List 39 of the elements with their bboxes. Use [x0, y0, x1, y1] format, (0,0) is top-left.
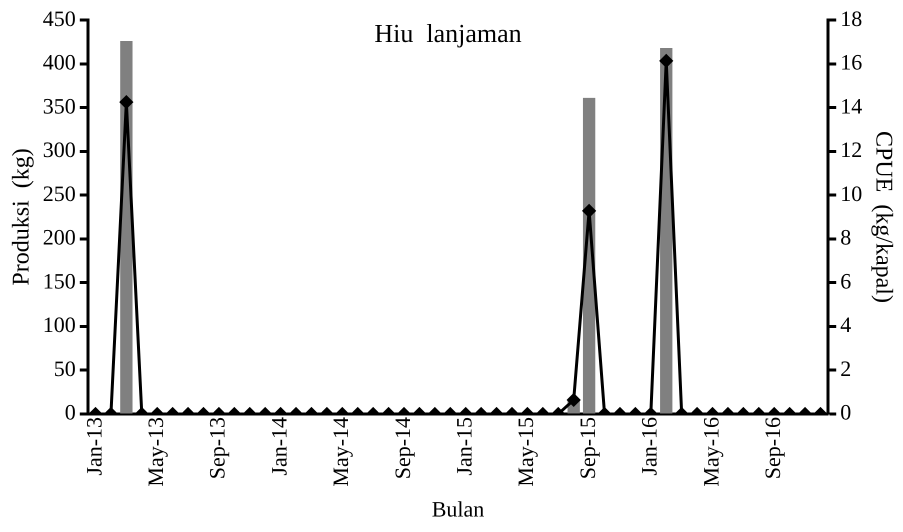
- x-axis-title: Bulan: [432, 496, 484, 522]
- y2-tick-label: 2: [840, 356, 852, 381]
- y2-tick-label: 10: [840, 180, 862, 206]
- y2-tick-label: 6: [840, 268, 852, 294]
- x-tick-label: May-15: [513, 416, 538, 487]
- x-tick-label: Jan-14: [266, 416, 292, 476]
- y2-tick-label: 8: [840, 224, 852, 250]
- y-axis-title: Produksi (kg): [8, 148, 35, 286]
- y-tick-label: 100: [42, 312, 76, 338]
- point: [660, 54, 673, 68]
- y-tick-label: 400: [42, 50, 76, 75]
- y-tick-label: 300: [42, 137, 76, 162]
- y-tick-label: 200: [42, 224, 76, 250]
- point: [120, 96, 133, 109]
- y-tick-label: 150: [42, 268, 76, 294]
- y2-tick-label: 14: [840, 93, 862, 118]
- y2-tick-label: 12: [840, 137, 862, 162]
- x-tick-label: Jan-13: [81, 416, 106, 476]
- y2-tick-label: 4: [840, 312, 852, 338]
- x-tick-label: Sep-15: [574, 416, 600, 480]
- y-tick-label: 0: [64, 400, 76, 425]
- y-tick-label: 350: [42, 93, 76, 118]
- x-tick-label: Jan-15: [451, 416, 476, 476]
- y-tick-label: 250: [42, 180, 76, 206]
- x-tick-label: Jan-16: [636, 416, 662, 476]
- x-tick-label: May-16: [698, 416, 724, 487]
- chart-title: Hiu lanjaman: [374, 18, 522, 48]
- point: [582, 204, 596, 218]
- x-tick-label: Sep-13: [204, 416, 230, 480]
- x-tick-label: Sep-14: [390, 416, 415, 480]
- y2-tick-label: 18: [840, 6, 862, 31]
- y2-tick-label: 0: [840, 400, 852, 425]
- y-tick-label: 50: [54, 356, 76, 381]
- x-tick-label: May-13: [142, 416, 168, 487]
- y2-axis-title: CPUE (kg/kapal): [870, 130, 896, 303]
- y-tick-label: 450: [42, 6, 76, 31]
- x-tick-label: Sep-16: [760, 416, 785, 480]
- x-tick-label: May-14: [328, 416, 354, 487]
- y2-tick-label: 16: [840, 50, 862, 75]
